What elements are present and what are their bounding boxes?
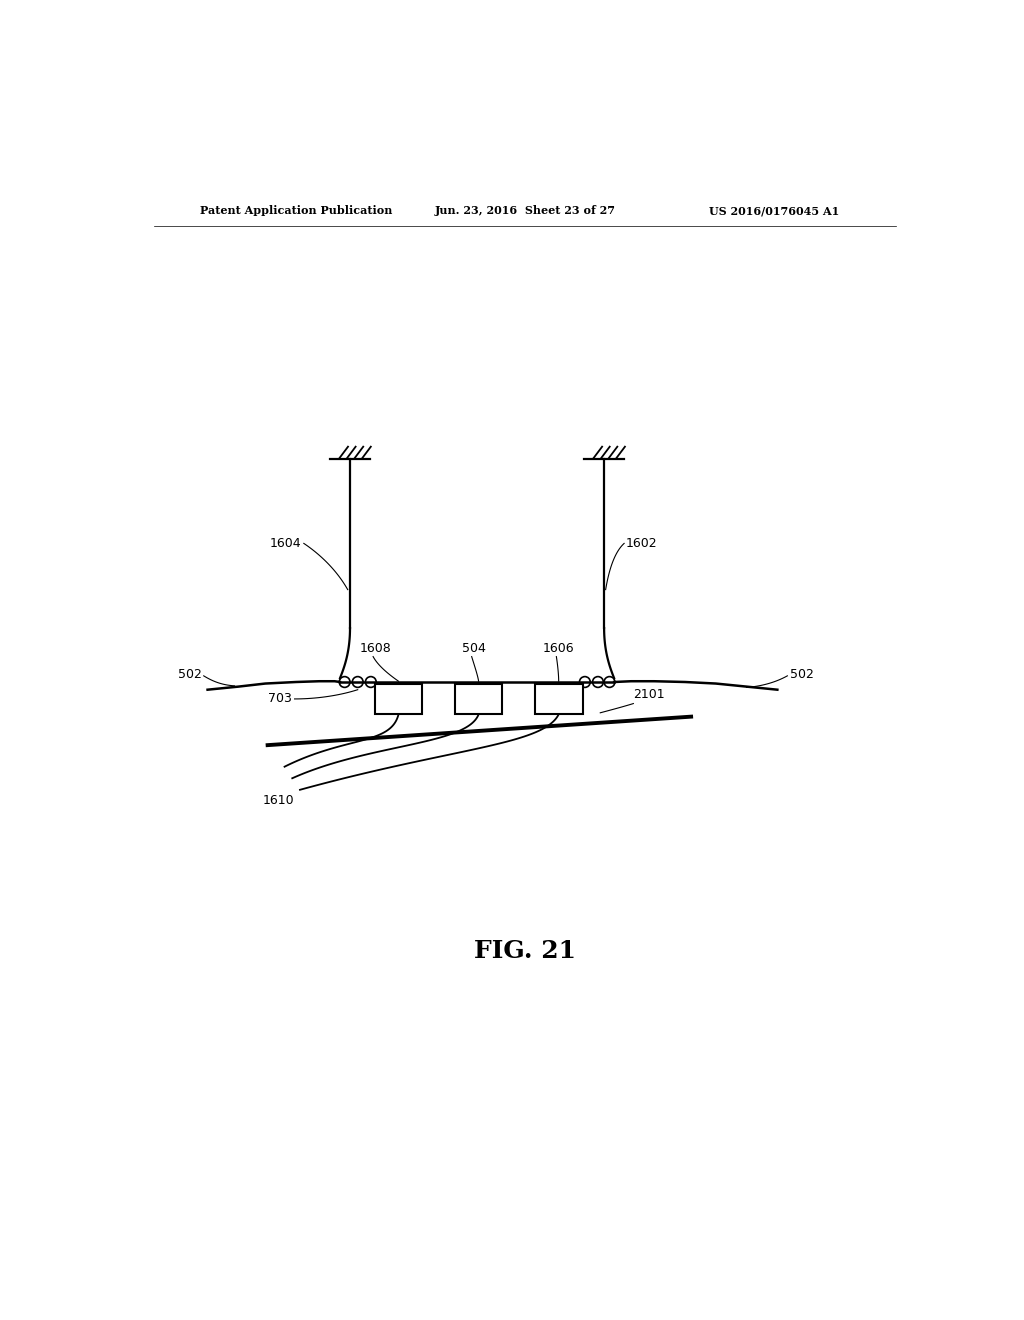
Bar xyxy=(455,684,503,714)
Circle shape xyxy=(604,677,614,688)
Circle shape xyxy=(339,677,350,688)
Text: 2101: 2101 xyxy=(634,688,665,701)
Text: 1608: 1608 xyxy=(360,642,392,655)
Text: 1604: 1604 xyxy=(270,537,301,550)
Text: FIG. 21: FIG. 21 xyxy=(474,940,575,964)
Text: 504: 504 xyxy=(462,642,485,655)
Text: 1602: 1602 xyxy=(626,537,657,550)
Text: Patent Application Publication: Patent Application Publication xyxy=(200,206,392,216)
Circle shape xyxy=(580,677,590,688)
Circle shape xyxy=(366,677,376,688)
Text: 502: 502 xyxy=(178,668,202,681)
Bar xyxy=(375,684,422,714)
Text: 1610: 1610 xyxy=(263,793,295,807)
Circle shape xyxy=(593,677,603,688)
Bar xyxy=(535,684,583,714)
Text: 502: 502 xyxy=(790,668,813,681)
Text: US 2016/0176045 A1: US 2016/0176045 A1 xyxy=(709,206,839,216)
Text: Jun. 23, 2016  Sheet 23 of 27: Jun. 23, 2016 Sheet 23 of 27 xyxy=(434,206,615,216)
Circle shape xyxy=(352,677,364,688)
Text: 1606: 1606 xyxy=(543,642,574,655)
Text: 703: 703 xyxy=(268,693,292,705)
